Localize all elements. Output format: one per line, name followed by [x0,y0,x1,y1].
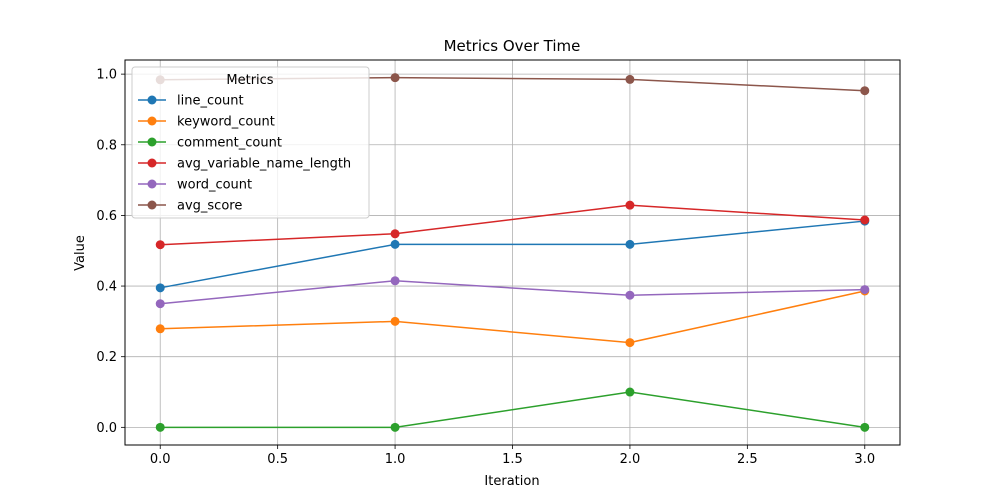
x-tick-label: 1.0 [385,452,406,467]
series-avg_variable_name_length [155,200,870,250]
legend-label: keyword_count [177,115,275,130]
legend-marker [147,137,157,147]
series-word_count [155,276,870,309]
legend-marker [147,179,157,189]
data-point [625,338,635,348]
y-tick-label: 0.6 [96,209,117,224]
series-line [160,290,865,344]
legend-box [131,66,370,219]
x-axis-label: Iteration [484,474,539,489]
legend-items: line_count keyword_count comment_count avg_… [138,94,351,214]
series-group [155,73,870,432]
legend-item: word_count [138,178,252,193]
data-point [155,283,165,293]
legend-marker [147,158,157,168]
legend-label: avg_score [177,199,242,214]
legend-marker [147,200,157,210]
data-point [860,215,870,225]
x-tick-label: 3.0 [854,452,875,467]
data-point [860,285,870,295]
series-keyword_count [155,286,870,348]
legend-label: word_count [177,178,252,193]
data-point [390,276,400,286]
data-point [155,422,165,432]
legend-label: avg_variable_name_length [177,157,351,172]
x-tick-label: 0.0 [150,452,171,467]
data-point [625,239,635,249]
chart-title: Metrics Over Time [444,37,581,55]
y-tick-label: 0.2 [96,350,117,365]
legend-item: line_count [138,94,244,109]
data-point [155,299,165,309]
series-line [160,220,865,289]
y-tick-label: 0.4 [96,280,117,295]
data-point [155,324,165,334]
data-point [625,74,635,84]
data-point [390,73,400,83]
legend-label: line_count [177,94,244,109]
x-tick-label: 2.0 [620,452,641,467]
data-point [390,422,400,432]
y-axis-ticks: 0.0 0.2 0.4 0.6 0.8 1.0 [96,68,125,436]
legend-item: comment_count [138,136,282,151]
x-tick-label: 1.5 [502,452,523,467]
data-point [390,239,400,249]
data-point [390,316,400,326]
x-tick-label: 0.5 [267,452,288,467]
legend: Metrics line_count keyword_count comment_c… [131,66,370,219]
data-point [860,422,870,432]
data-point [625,200,635,210]
legend-item: avg_variable_name_length [138,157,351,172]
data-point [860,86,870,96]
series-comment_count [155,387,870,432]
legend-title: Metrics [226,73,273,88]
legend-marker [147,116,157,126]
data-point [155,240,165,250]
y-tick-label: 0.8 [96,138,117,153]
data-point [625,387,635,397]
y-tick-label: 1.0 [96,68,117,83]
legend-marker [147,95,157,105]
legend-label: comment_count [177,136,282,151]
series-line [160,204,865,246]
x-tick-label: 2.5 [737,452,758,467]
data-point [625,290,635,300]
legend-item: avg_score [138,199,242,214]
x-axis-ticks: 0.0 0.5 1.0 1.5 2.0 2.5 3.0 [150,445,875,467]
y-tick-label: 0.0 [96,421,117,436]
legend-item: keyword_count [138,115,275,130]
y-axis-label: Value [73,235,88,271]
data-point [390,229,400,239]
series-line [160,391,865,429]
series-line [160,280,865,305]
